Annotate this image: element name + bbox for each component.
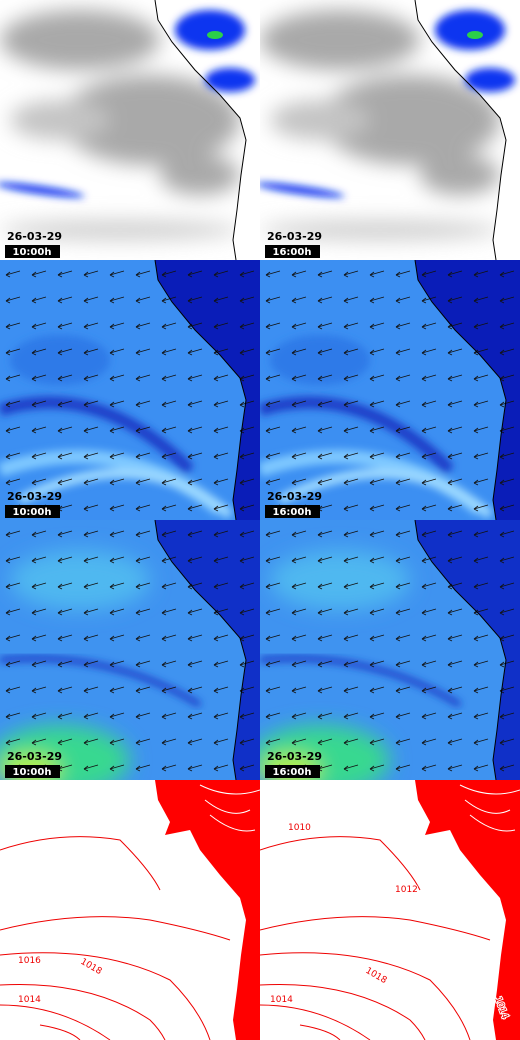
date-label: 26-03-29 [267,230,322,243]
time-box [5,765,60,778]
map-panel: 26-03-29 10:00h [0,520,260,795]
time-label: 16:00h [273,507,312,518]
date-label: 26-03-29 [267,750,322,763]
isobar-label: 1014 [270,995,293,1005]
time-box [265,765,320,778]
time-label: 10:00h [13,507,52,518]
date-label: 26-03-29 [7,230,62,243]
isobar-label: 1012 [395,885,418,895]
map-panel: 26-03-29 10:00h [0,260,260,520]
map-panel: 26-03-29 10:00h [0,0,260,260]
date-label: 26-03-29 [267,490,322,503]
time-label: 16:00h [273,767,312,778]
time-box [5,505,60,518]
isobar-label: 1010 [288,823,311,833]
map-panel [260,780,520,1040]
time-label: 10:00h [13,767,52,778]
date-label: 26-03-29 [7,750,62,763]
map-image [0,260,260,520]
map-image [260,780,520,1040]
map-panel: 26-03-29 16:00h [250,520,520,795]
time-label: 16:00h [273,247,312,258]
map-image [255,0,520,260]
time-label: 10:00h [13,247,52,258]
isobar-label: 1016 [18,956,41,966]
time-box [265,505,320,518]
time-box [5,245,60,258]
time-box [265,245,320,258]
isobar-label: 1014 [18,995,41,1005]
map-image [0,0,260,260]
date-label: 26-03-29 [7,490,62,503]
map-panel: 26-03-29 16:00h [255,0,520,260]
map-panel: 26-03-29 16:00h [260,260,520,520]
map-image [260,260,520,520]
